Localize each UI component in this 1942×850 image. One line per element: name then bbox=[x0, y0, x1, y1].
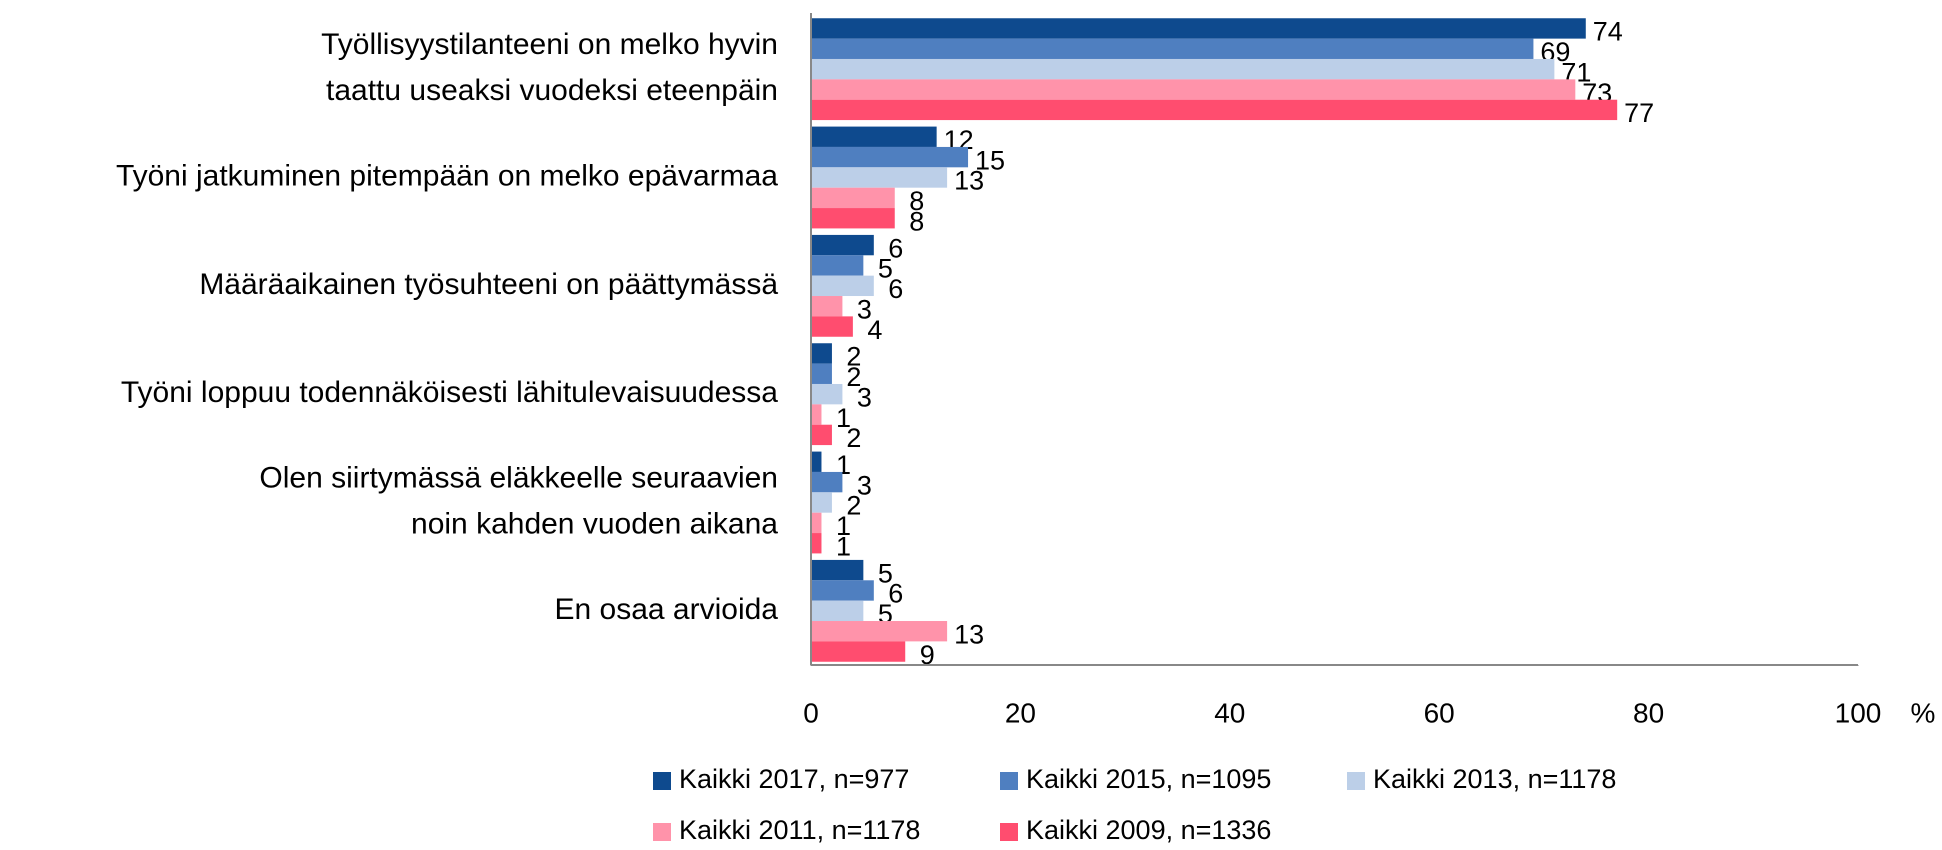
bar bbox=[811, 38, 1534, 59]
bar bbox=[811, 79, 1576, 100]
value-label: 1 bbox=[836, 531, 851, 561]
value-label: 13 bbox=[954, 166, 984, 196]
value-label: 8 bbox=[909, 206, 924, 236]
legend-label: Kaikki 2011, n=1178 bbox=[679, 815, 920, 845]
bar bbox=[811, 363, 832, 384]
legend-label: Kaikki 2017, n=977 bbox=[679, 764, 909, 794]
bar bbox=[811, 621, 948, 642]
bar bbox=[811, 343, 832, 364]
bar bbox=[811, 234, 874, 256]
category-label: taattu useaksi vuodeksi eteenpäin bbox=[326, 74, 778, 107]
bar bbox=[811, 512, 822, 534]
legend-swatch bbox=[1347, 772, 1365, 790]
value-label: 5 bbox=[878, 254, 893, 284]
value-label: 4 bbox=[867, 315, 882, 345]
x-tick-label: 60 bbox=[1424, 697, 1455, 728]
value-label: 8 bbox=[909, 186, 924, 216]
legend-swatch bbox=[653, 823, 671, 841]
value-label: 2 bbox=[846, 423, 861, 453]
bar bbox=[811, 316, 853, 337]
value-label: 77 bbox=[1624, 98, 1654, 128]
bar bbox=[811, 641, 906, 662]
value-label: 15 bbox=[975, 145, 1005, 175]
x-tick-label: 0 bbox=[803, 697, 819, 728]
value-label: 3 bbox=[857, 382, 872, 412]
bar bbox=[811, 533, 822, 554]
bar bbox=[811, 187, 895, 209]
category-label: Määräaikainen työsuhteeni on päättymässä bbox=[199, 268, 778, 301]
value-label: 2 bbox=[846, 342, 861, 372]
bar bbox=[811, 146, 969, 168]
value-label: 2 bbox=[846, 491, 861, 521]
value-label: 6 bbox=[888, 233, 903, 263]
category-label: Työni jatkuminen pitempään on melko epäv… bbox=[116, 159, 778, 192]
bar bbox=[811, 600, 864, 622]
x-axis-label: % bbox=[1911, 697, 1936, 728]
x-tick-label: 40 bbox=[1214, 697, 1245, 728]
bar bbox=[811, 255, 864, 276]
bar bbox=[811, 208, 895, 229]
x-tick-label: 100 bbox=[1835, 697, 1882, 728]
category-label: En osaa arvioida bbox=[555, 593, 779, 626]
value-label: 6 bbox=[888, 579, 903, 609]
legend-label: Kaikki 2015, n=1095 bbox=[1026, 764, 1271, 794]
category-label: Työllisyystilanteeni on melko hyvin bbox=[321, 28, 778, 61]
legend-label: Kaikki 2013, n=1178 bbox=[1373, 764, 1616, 794]
value-label: 5 bbox=[878, 558, 893, 588]
bar bbox=[811, 471, 843, 493]
bar bbox=[811, 275, 874, 297]
bar bbox=[811, 296, 843, 317]
bar bbox=[811, 58, 1555, 80]
value-label: 1 bbox=[836, 511, 851, 541]
value-label: 2 bbox=[846, 362, 861, 392]
bar bbox=[811, 383, 843, 405]
bar bbox=[811, 126, 937, 147]
bar bbox=[811, 492, 832, 513]
category-label: Työni loppuu todennäköisesti lähitulevai… bbox=[121, 376, 778, 409]
bar bbox=[811, 99, 1618, 121]
category-label: Olen siirtymässä eläkkeelle seuraavien bbox=[259, 461, 778, 494]
bar bbox=[811, 18, 1586, 39]
value-label: 6 bbox=[888, 274, 903, 304]
legend-swatch bbox=[1000, 823, 1018, 841]
value-label: 9 bbox=[920, 640, 935, 670]
legend-label: Kaikki 2009, n=1336 bbox=[1026, 815, 1271, 845]
x-tick-label: 80 bbox=[1633, 697, 1664, 728]
bar bbox=[811, 424, 832, 446]
bar bbox=[811, 451, 822, 472]
legend-swatch bbox=[653, 772, 671, 790]
value-label: 74 bbox=[1593, 17, 1623, 47]
value-label: 13 bbox=[954, 619, 984, 649]
bar bbox=[811, 559, 864, 581]
bar bbox=[811, 167, 948, 188]
value-label: 3 bbox=[857, 294, 872, 324]
legend-swatch bbox=[1000, 772, 1018, 790]
bar bbox=[811, 404, 822, 425]
category-label: noin kahden vuoden aikana bbox=[411, 507, 778, 540]
bar bbox=[811, 580, 874, 601]
x-tick-label: 20 bbox=[1005, 697, 1036, 728]
value-label: 1 bbox=[836, 403, 851, 433]
value-label: 3 bbox=[857, 470, 872, 500]
